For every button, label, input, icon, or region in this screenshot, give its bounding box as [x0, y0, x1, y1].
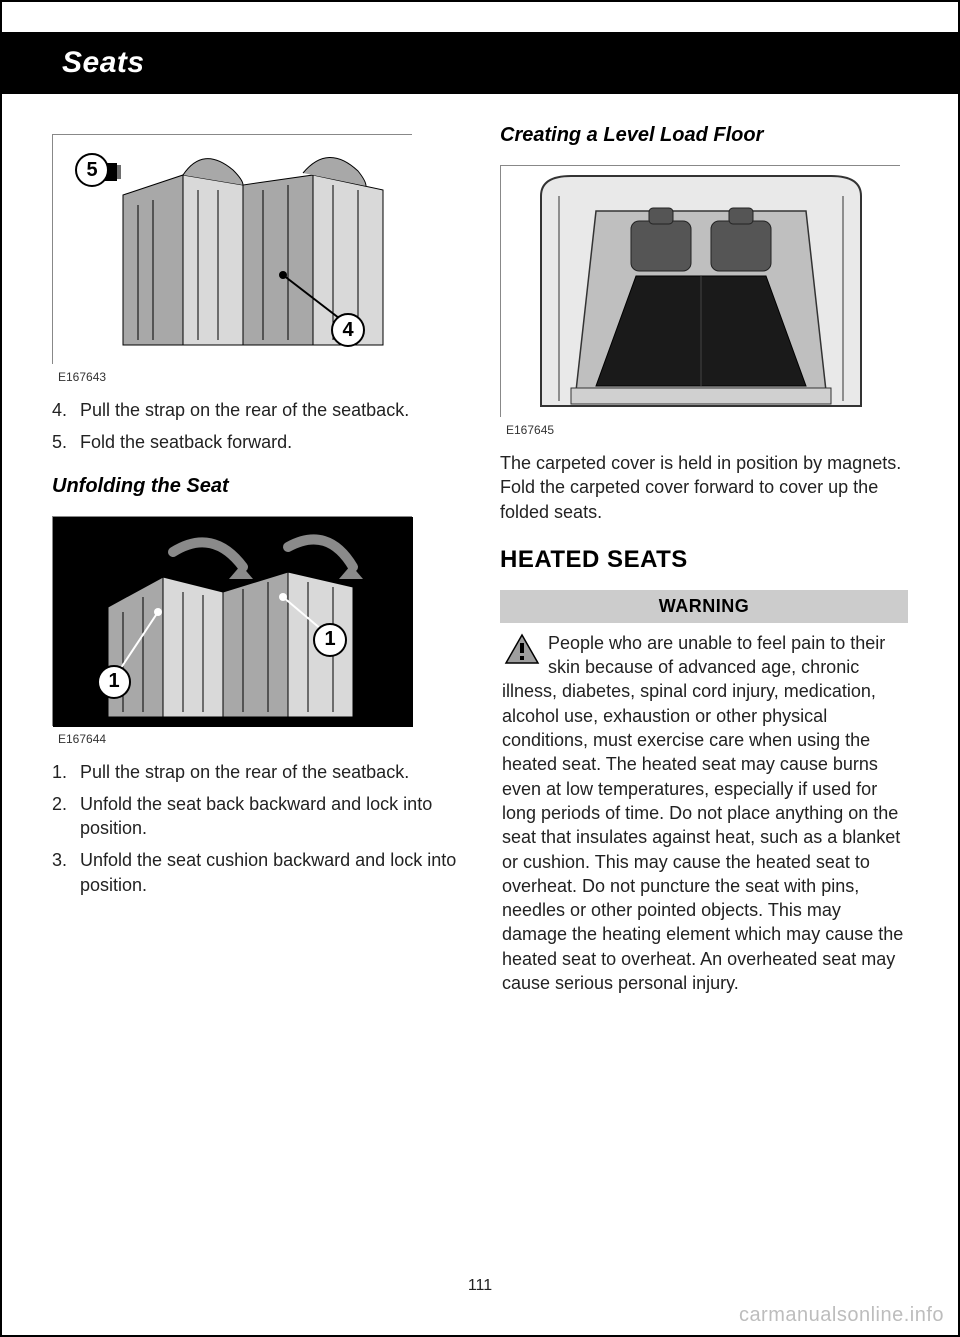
- manual-page: Seats: [0, 0, 960, 1337]
- figure-unfold-seat: 1 1: [52, 516, 412, 726]
- subhead-load-floor: Creating a Level Load Floor: [500, 124, 908, 147]
- step-item: 4.Pull the strap on the rear of the seat…: [52, 398, 460, 422]
- content-columns: 5 4 E167643 4.Pull the strap on the rear…: [2, 94, 958, 995]
- step-number: 5.: [52, 430, 80, 454]
- step-text: Unfold the seat cushion backward and loc…: [80, 848, 460, 897]
- step-number: 1.: [52, 760, 80, 784]
- load-floor-illustration: [501, 166, 901, 418]
- warning-icon: [504, 633, 540, 665]
- left-column: 5 4 E167643 4.Pull the strap on the rear…: [52, 124, 460, 995]
- step-item: 2.Unfold the seat back backward and lock…: [52, 792, 460, 841]
- step-number: 2.: [52, 792, 80, 841]
- figure-label: E167644: [58, 732, 460, 746]
- steps-fold: 4.Pull the strap on the rear of the seat…: [52, 398, 460, 455]
- step-text: Fold the seatback forward.: [80, 430, 292, 454]
- warning-header: WARNING: [500, 590, 908, 623]
- step-text: Pull the strap on the rear of the seatba…: [80, 760, 409, 784]
- subhead-unfolding: Unfolding the Seat: [52, 475, 460, 498]
- figure-fold-seat: 5 4: [52, 134, 412, 364]
- steps-unfold: 1.Pull the strap on the rear of the seat…: [52, 760, 460, 897]
- callout-4: 4: [331, 313, 365, 347]
- step-item: 3.Unfold the seat cushion backward and l…: [52, 848, 460, 897]
- warning-body: People who are unable to feel pain to th…: [500, 623, 908, 995]
- section-heated-seats: HEATED SEATS: [500, 546, 908, 574]
- load-floor-paragraph: The carpeted cover is held in position b…: [500, 451, 908, 524]
- callout-1b: 1: [313, 623, 347, 657]
- step-item: 5.Fold the seatback forward.: [52, 430, 460, 454]
- right-column: Creating a Level Load Floor: [500, 124, 908, 995]
- step-number: 3.: [52, 848, 80, 897]
- figure-load-floor: [500, 165, 900, 417]
- warning-text: People who are unable to feel pain to th…: [502, 633, 903, 993]
- step-number: 4.: [52, 398, 80, 422]
- callout-5: 5: [75, 153, 109, 187]
- chapter-header: Seats: [2, 32, 958, 94]
- callout-1a: 1: [97, 665, 131, 699]
- figure-label: E167643: [58, 370, 460, 384]
- figure-label: E167645: [506, 423, 908, 437]
- page-number: 111: [2, 1277, 958, 1295]
- watermark: carmanualsonline.info: [739, 1304, 944, 1327]
- step-text: Unfold the seat back backward and lock i…: [80, 792, 460, 841]
- step-item: 1.Pull the strap on the rear of the seat…: [52, 760, 460, 784]
- chapter-title: Seats: [62, 46, 898, 80]
- step-text: Pull the strap on the rear of the seatba…: [80, 398, 409, 422]
